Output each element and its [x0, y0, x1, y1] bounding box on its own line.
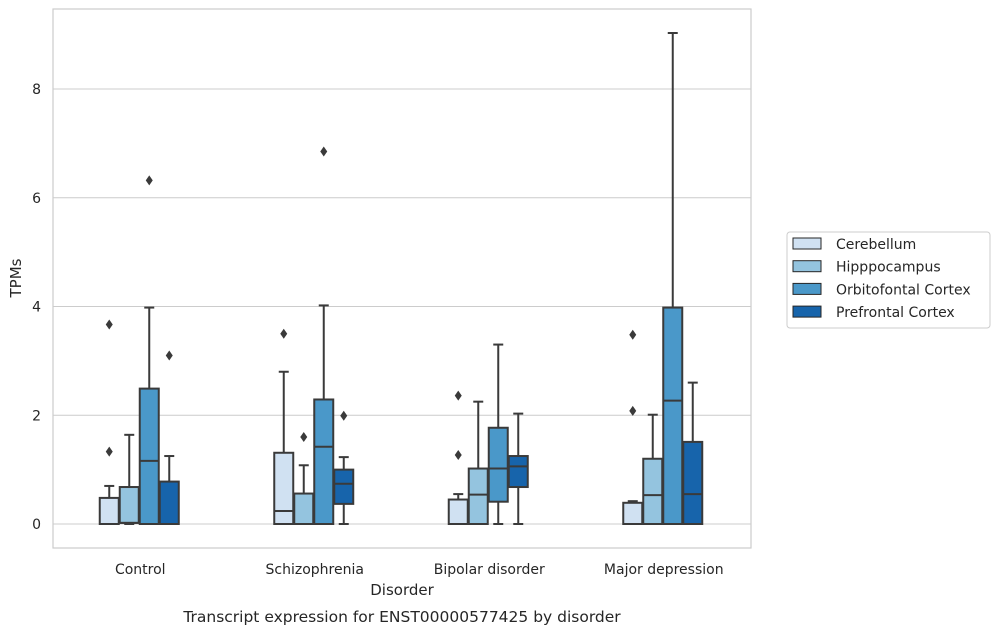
- box-iqr: [313, 398, 335, 526]
- box-iqr: [622, 501, 644, 526]
- legend-label: Hipppocampus: [836, 260, 941, 276]
- x-tick-label: Schizophrenia: [266, 562, 364, 578]
- legend-item: Cerebellum: [792, 237, 916, 253]
- outlier-point: [105, 446, 113, 457]
- box-series: [98, 31, 704, 526]
- box-iqr: [682, 440, 704, 525]
- box: [662, 31, 684, 525]
- box: [333, 410, 355, 525]
- box-iqr: [293, 492, 315, 525]
- y-axis-ticks: 0 2 4 6 8: [32, 82, 41, 533]
- x-axis-ticks: Control Schizophrenia Bipolar disorder Majo…: [115, 562, 724, 578]
- box-iqr: [662, 306, 684, 525]
- y-tick-label: 4: [32, 300, 41, 316]
- outlier-point: [340, 410, 348, 421]
- box-iqr: [487, 426, 509, 503]
- box-iqr: [333, 468, 355, 505]
- x-tick-label: Control: [115, 562, 166, 578]
- x-tick-label: Bipolar disorder: [434, 562, 545, 578]
- legend-label: Orbitofontal Cortex: [836, 282, 971, 298]
- outlier-point: [165, 350, 173, 361]
- outlier-point: [454, 390, 462, 401]
- box-iqr: [507, 455, 529, 489]
- y-tick-label: 0: [32, 517, 41, 533]
- box-iqr: [118, 486, 140, 524]
- y-tick-label: 2: [32, 408, 41, 424]
- box: [467, 400, 489, 526]
- legend-swatch: [792, 237, 822, 250]
- y-tick-label: 6: [32, 191, 41, 207]
- outlier-point: [454, 449, 462, 460]
- box: [138, 175, 160, 526]
- outlier-point: [105, 319, 113, 330]
- outlier-point: [629, 405, 637, 416]
- box-iqr: [447, 498, 469, 525]
- x-tick-label: Major depression: [604, 562, 724, 578]
- box-iqr: [138, 387, 160, 526]
- x-axis-label: Disorder: [370, 581, 434, 599]
- legend-label: Cerebellum: [836, 237, 916, 253]
- box: [507, 412, 529, 525]
- legend-frame: [786, 231, 991, 329]
- box: [273, 328, 295, 525]
- legend-item: Hipppocampus: [792, 260, 941, 276]
- box: [293, 432, 315, 525]
- y-axis-label: TPMs: [7, 258, 25, 298]
- y-tick-label: 8: [32, 82, 41, 98]
- legend-swatch: [792, 305, 822, 318]
- box-iqr: [467, 467, 489, 526]
- box: [118, 433, 140, 525]
- outlier-point: [300, 432, 308, 442]
- legend: Cerebellum Hipppocampus Orbitofontal Corte…: [786, 231, 991, 329]
- box-iqr: [642, 457, 664, 525]
- outlier-point: [320, 146, 328, 157]
- box: [158, 350, 180, 525]
- box-iqr: [273, 451, 295, 525]
- legend-swatch: [792, 260, 822, 273]
- outlier-point: [280, 328, 288, 339]
- legend-label: Prefrontal Cortex: [836, 305, 955, 321]
- box: [313, 146, 335, 526]
- outlier-point: [145, 175, 153, 186]
- box: [682, 381, 704, 525]
- box: [98, 319, 120, 525]
- box-iqr: [158, 480, 180, 525]
- box: [622, 329, 644, 526]
- legend-item: Orbitofontal Cortex: [792, 282, 971, 298]
- legend-swatch: [792, 282, 822, 295]
- outlier-point: [629, 329, 637, 340]
- legend-item: Prefrontal Cortex: [792, 305, 955, 321]
- box-iqr: [98, 496, 120, 525]
- chart-caption: Transcript expression for ENST0000057742…: [182, 608, 621, 626]
